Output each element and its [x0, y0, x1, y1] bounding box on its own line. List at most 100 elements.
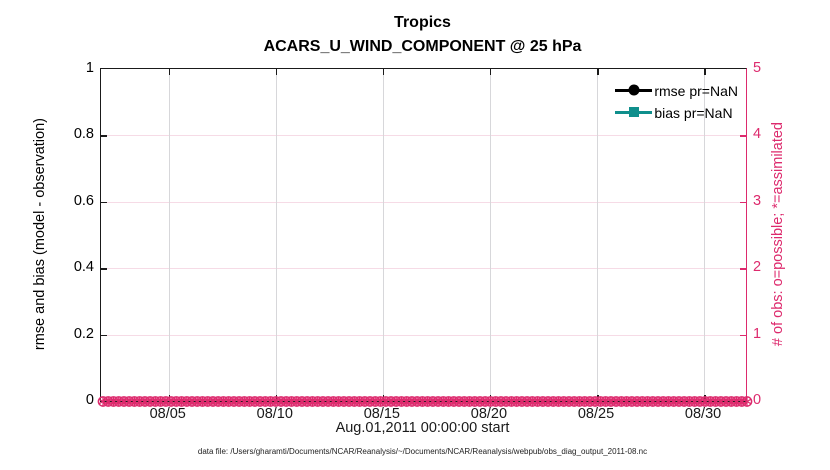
obs-possible-marker [741, 396, 753, 407]
right-y-tick-label: 4 [753, 126, 762, 143]
obs-assimilated-marker [214, 398, 223, 405]
obs-possible-marker [636, 396, 648, 407]
obs-assimilated-marker [596, 398, 605, 405]
obs-possible-marker [704, 396, 716, 407]
obs-possible-marker [113, 396, 125, 407]
obs-assimilated-marker [203, 398, 212, 405]
obs-assimilated-marker [177, 398, 186, 405]
data-file-caption: data file: /Users/gharamti/Documents/NCA… [197, 447, 648, 456]
obs-assimilated-marker [648, 398, 657, 405]
obs-assimilated-marker [559, 398, 568, 405]
obs-assimilated-marker [470, 398, 479, 405]
obs-possible-marker [432, 396, 444, 407]
obs-possible-marker [490, 396, 502, 407]
obs-assimilated-marker [711, 398, 720, 405]
obs-possible-marker [123, 396, 135, 407]
obs-assimilated-marker [543, 398, 553, 405]
obs-assimilated-marker [575, 398, 584, 405]
obs-assimilated-marker [365, 398, 375, 405]
obs-assimilated-marker [344, 398, 354, 405]
obs-assimilated-marker [318, 398, 328, 405]
obs-assimilated-marker [533, 398, 542, 405]
obs-possible-marker [343, 396, 355, 407]
obs-assimilated-marker [444, 398, 453, 405]
obs-assimilated-marker [297, 398, 307, 405]
obs-possible-marker [621, 396, 632, 407]
obs-possible-marker [600, 396, 611, 407]
left-y-tick-label: 1 [85, 60, 94, 76]
obs-assimilated-marker [193, 398, 202, 405]
x-tick-label: 08/15 [363, 406, 400, 422]
obs-assimilated-marker [308, 398, 317, 405]
legend-label: rmse pr=NaN [654, 82, 738, 99]
x-tick-mark-top [275, 69, 278, 75]
obs-assimilated-marker [475, 398, 485, 405]
obs-possible-marker [615, 396, 627, 407]
left-y-tick-mark [101, 201, 107, 204]
obs-assimilated-marker [114, 398, 123, 405]
obs-assimilated-marker [638, 398, 647, 405]
obs-assimilated-marker [250, 398, 259, 405]
obs-possible-marker [275, 396, 287, 407]
obs-assimilated-marker [632, 398, 642, 405]
obs-possible-marker [673, 396, 685, 407]
obs-assimilated-marker [454, 398, 464, 405]
obs-assimilated-marker [125, 398, 134, 405]
obs-possible-marker [354, 396, 365, 407]
obs-assimilated-marker [261, 398, 270, 405]
obs-assimilated-marker [596, 398, 605, 405]
obs-assimilated-marker [156, 398, 165, 405]
obs-assimilated-marker [606, 398, 615, 405]
obs-possible-marker [202, 396, 214, 407]
legend-line-sample [615, 84, 653, 96]
obs-assimilated-marker [554, 398, 563, 405]
obs-assimilated-marker [659, 398, 668, 405]
obs-assimilated-marker [711, 398, 720, 405]
right-y-tick-mark [740, 334, 746, 337]
x-tick-mark-top [489, 69, 492, 75]
obs-possible-marker [542, 396, 554, 407]
obs-assimilated-marker [109, 398, 118, 405]
obs-assimilated-marker [496, 398, 506, 405]
obs-assimilated-marker [292, 398, 301, 405]
obs-possible-marker [223, 396, 235, 407]
obs-assimilated-marker [664, 398, 673, 405]
obs-assimilated-marker [716, 398, 725, 405]
vertical-gridline [382, 69, 384, 401]
obs-assimilated-marker [481, 398, 490, 405]
obs-possible-marker [699, 396, 711, 407]
obs-possible-marker [610, 396, 622, 407]
left-y-tick-label: 0.4 [73, 259, 94, 276]
obs-assimilated-marker [627, 398, 636, 405]
obs-possible-marker [280, 396, 292, 407]
obs-assimilated-marker [172, 398, 181, 405]
obs-possible-marker [657, 396, 669, 407]
obs-assimilated-marker [439, 398, 448, 405]
obs-possible-marker [155, 396, 166, 407]
obs-possible-marker [516, 396, 528, 407]
obs-assimilated-marker [360, 398, 369, 405]
obs-possible-marker [134, 396, 146, 407]
obs-possible-marker [668, 396, 680, 407]
obs-assimilated-marker [706, 398, 715, 405]
obs-assimilated-marker [742, 398, 752, 405]
obs-possible-marker [652, 396, 664, 407]
obs-assimilated-marker [208, 398, 218, 405]
obs-assimilated-marker [255, 398, 265, 405]
obs-assimilated-marker [721, 398, 731, 405]
obs-assimilated-marker [721, 398, 731, 405]
obs-assimilated-marker [491, 398, 500, 405]
obs-assimilated-marker [695, 398, 704, 405]
obs-assimilated-marker [502, 398, 511, 405]
obs-possible-marker [532, 396, 543, 407]
obs-assimilated-marker [570, 398, 579, 405]
obs-assimilated-marker [313, 398, 322, 405]
obs-assimilated-marker [161, 398, 170, 405]
obs-possible-marker [322, 396, 334, 407]
obs-possible-marker [312, 396, 324, 407]
obs-assimilated-marker [632, 398, 642, 405]
obs-possible-marker [537, 396, 549, 407]
obs-possible-marker [422, 396, 433, 407]
obs-assimilated-marker [156, 398, 165, 405]
